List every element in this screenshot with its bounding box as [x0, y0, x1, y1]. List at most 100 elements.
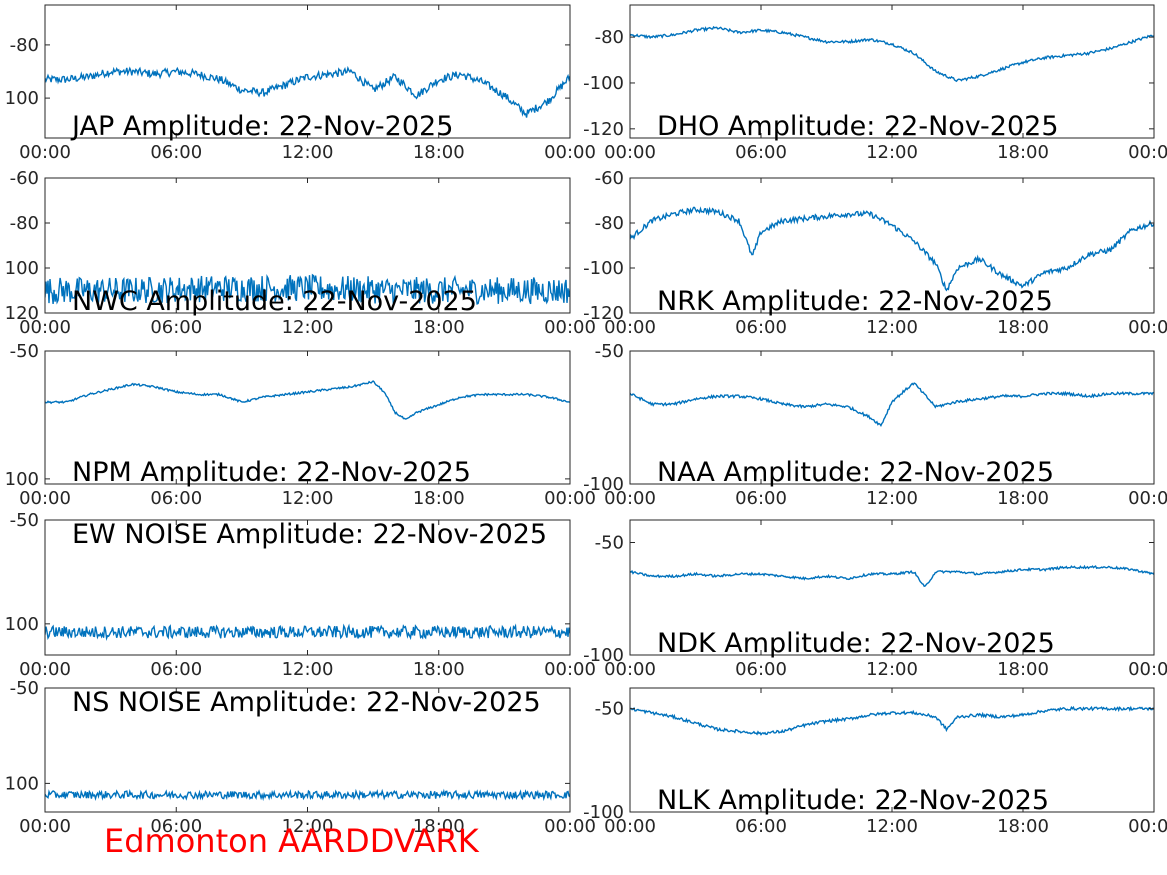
x-tick-label: 00:00 — [604, 142, 656, 163]
x-tick-label: 00:00 — [544, 816, 596, 837]
chart-panel-4: 00:00 06:00 12:00 18:00 00:00 -50 100 NPM Ampli… — [5, 341, 596, 509]
x-tick-label: 06:00 — [150, 142, 202, 163]
series-line — [630, 564, 1154, 588]
x-tick-label: 06:00 — [735, 488, 787, 509]
chart-panel-2: 00:00 06:00 12:00 18:00 00:00 -60 -80 100 120 NWC… — [5, 168, 596, 338]
y-tick-label: -100 — [583, 73, 624, 94]
x-tick-label: 00:00 — [604, 488, 656, 509]
x-tick-label: 12:00 — [282, 317, 334, 338]
x-tick-label: 06:00 — [735, 317, 787, 338]
x-tick-label: 00:00 — [544, 659, 596, 680]
series-line — [45, 380, 570, 420]
series-line — [45, 623, 570, 642]
x-tick-label: 00:00 — [19, 142, 71, 163]
series-line — [630, 382, 1154, 428]
series-line — [630, 206, 1154, 292]
y-tick-label: -50 — [595, 699, 624, 720]
y-tick-label: -80 — [10, 213, 39, 234]
chart-title: NS NOISE Amplitude: 22-Nov-2025 — [72, 687, 541, 718]
x-tick-label: 00:00 — [19, 488, 71, 509]
chart-panel-7: 00:00 06:00 12:00 18:00 00:00 -50 -100 NDK Ampl… — [583, 519, 1167, 680]
series-line — [45, 273, 570, 305]
x-tick-label: 06:00 — [735, 142, 787, 163]
y-tick-label: -100 — [583, 802, 624, 823]
x-tick-label: 12:00 — [866, 317, 918, 338]
chart-title: NAA Amplitude: 22-Nov-2025 — [657, 457, 1054, 488]
x-tick-label: 12:00 — [282, 488, 334, 509]
x-tick-label: 00:00 — [604, 816, 656, 837]
x-tick-label: 06:00 — [735, 816, 787, 837]
x-tick-label: 00:00 — [544, 142, 596, 163]
series-line — [45, 65, 570, 118]
y-tick-label: -80 — [595, 27, 624, 48]
x-tick-label: 12:00 — [866, 142, 918, 163]
y-tick-label: -80 — [10, 35, 39, 56]
x-tick-label: 18:00 — [413, 659, 465, 680]
y-tick-label: -60 — [10, 168, 39, 189]
series-line — [630, 25, 1154, 83]
y-tick-label: -50 — [10, 510, 39, 531]
chart-title: NDK Amplitude: 22-Nov-2025 — [657, 628, 1055, 659]
y-tick-label: -50 — [595, 533, 624, 554]
x-tick-label: 18:00 — [997, 142, 1049, 163]
chart-title: EW NOISE Amplitude: 22-Nov-2025 — [72, 519, 547, 550]
x-tick-label: 00:00 — [544, 488, 596, 509]
y-tick-label: 100 — [5, 773, 39, 794]
x-tick-label: 18:00 — [413, 816, 465, 837]
x-tick-label: 12:00 — [282, 816, 334, 837]
chart-panel-0: 00:00 06:00 12:00 18:00 00:00 -80 100 JAP Ampli… — [5, 4, 596, 163]
chart-panel-5: 00:00 06:00 12:00 18:00 00:00 -50 -100 NAA Ampl… — [583, 341, 1167, 509]
y-tick-label: 100 — [5, 258, 39, 279]
x-tick-label: 12:00 — [282, 142, 334, 163]
x-tick-label: 18:00 — [997, 488, 1049, 509]
chart-title: NLK Amplitude: 22-Nov-2025 — [657, 785, 1049, 816]
y-tick-label: 100 — [5, 614, 39, 635]
y-tick-label: -50 — [10, 678, 39, 699]
x-tick-label: 06:00 — [150, 488, 202, 509]
x-tick-label: 12:00 — [866, 488, 918, 509]
x-tick-label: 18:00 — [413, 142, 465, 163]
x-tick-label: 00:00 — [1128, 659, 1167, 680]
y-tick-label: -100 — [583, 645, 624, 666]
x-tick-label: 00:00 — [604, 659, 656, 680]
x-tick-label: 00:00 — [19, 816, 71, 837]
chart-panel-9: 00:00 06:00 12:00 18:00 00:00 -50 -100 NLK Ampl… — [583, 687, 1167, 837]
chart-panel-3: 00:00 06:00 12:00 18:00 00:00 -60 -80 -100 -120 N… — [583, 168, 1167, 338]
y-tick-label: 120 — [5, 303, 39, 324]
x-tick-label: 18:00 — [997, 816, 1049, 837]
x-tick-label: 00:00 — [1128, 317, 1167, 338]
y-tick-label: -60 — [595, 168, 624, 189]
y-tick-label: -50 — [595, 341, 624, 362]
x-tick-label: 00:00 — [1128, 142, 1167, 163]
y-tick-label: -100 — [583, 258, 624, 279]
chart-title: NWC Amplitude: 22-Nov-2025 — [72, 286, 477, 317]
chart-panel-6: 00:00 06:00 12:00 18:00 00:00 -50 100 EW NOISE … — [5, 510, 596, 680]
x-tick-label: 12:00 — [866, 816, 918, 837]
y-tick-label: -120 — [583, 303, 624, 324]
chart-title: DHO Amplitude: 22-Nov-2025 — [657, 111, 1059, 142]
x-tick-label: 00:00 — [544, 317, 596, 338]
x-tick-label: 00:00 — [1128, 816, 1167, 837]
chart-title: JAP Amplitude: 22-Nov-2025 — [70, 111, 453, 142]
x-tick-label: 18:00 — [997, 317, 1049, 338]
x-tick-label: 18:00 — [413, 317, 465, 338]
x-tick-label: 06:00 — [150, 317, 202, 338]
x-tick-label: 06:00 — [735, 659, 787, 680]
x-tick-label: 18:00 — [413, 488, 465, 509]
chart-panel-1: 00:00 06:00 12:00 18:00 00:00 -80 -100 -120 DHO … — [583, 4, 1167, 163]
chart-title: NRK Amplitude: 22-Nov-2025 — [657, 286, 1053, 317]
y-tick-label: -100 — [583, 474, 624, 495]
chart-panel-8: 00:00 06:00 12:00 18:00 00:00 -50 100 NS NOISE … — [5, 678, 596, 837]
x-tick-label: 06:00 — [150, 816, 202, 837]
series-line — [630, 705, 1154, 736]
y-tick-label: 100 — [5, 88, 39, 109]
chart-title: NPM Amplitude: 22-Nov-2025 — [72, 457, 471, 488]
series-line — [45, 788, 570, 802]
x-tick-label: 00:00 — [19, 659, 71, 680]
x-tick-label: 00:00 — [604, 317, 656, 338]
y-tick-label: -120 — [583, 119, 624, 140]
x-tick-label: 00:00 — [1128, 488, 1167, 509]
station-label: Edmonton AARDDVARK — [104, 822, 479, 860]
x-tick-label: 12:00 — [282, 659, 334, 680]
